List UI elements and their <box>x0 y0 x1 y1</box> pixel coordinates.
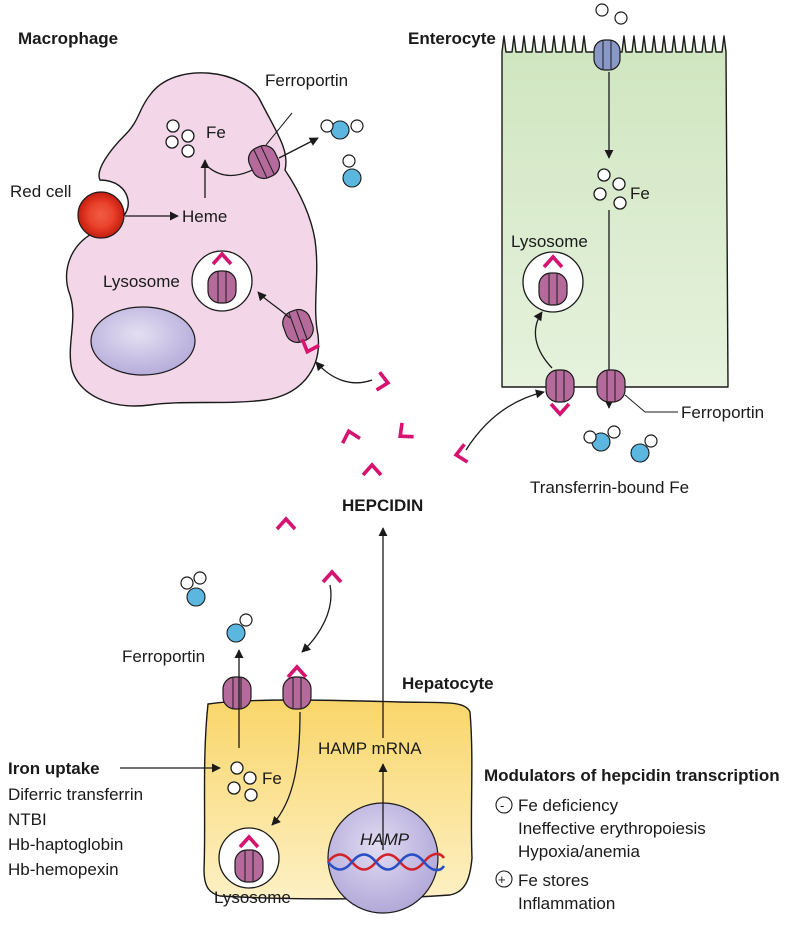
hepcidin-peptides <box>275 370 470 584</box>
transferrin-hepatocyte <box>180 571 253 643</box>
enterocyte-ferroportin-right <box>596 369 626 403</box>
hamp-gene-label: HAMP <box>360 830 410 849</box>
iron-uptake-item: Hb-hemopexin <box>8 860 119 879</box>
positive-modulator: Inflammation <box>518 894 615 913</box>
enterocyte-label: Enterocyte <box>408 29 496 48</box>
transferrin-bound-fe-label: Transferrin-bound Fe <box>530 478 689 497</box>
negative-modulator: Hypoxia/anemia <box>518 842 640 861</box>
dmt1-transporter <box>593 39 621 71</box>
enterocyte-ferroportin-label: Ferroportin <box>681 403 764 422</box>
hamp-gene-dna <box>326 852 446 872</box>
iron-uptake-item: Diferric transferrin <box>8 785 143 804</box>
positive-symbol: + <box>498 872 506 887</box>
heme-label: Heme <box>182 207 227 226</box>
enterocyte-fe-label: Fe <box>630 184 650 203</box>
transferrin-enterocyte <box>583 425 658 463</box>
positive-regulation-icon <box>495 870 513 888</box>
macrophage-nucleus <box>90 306 196 376</box>
enterocyte-lysosome-label: Lysosome <box>511 232 588 251</box>
enterocyte-cell <box>465 3 729 463</box>
iron-uptake-item: Hb-haptoglobin <box>8 835 123 854</box>
hepatocyte-label: Hepatocyte <box>402 674 494 693</box>
negative-modulator: Ineffective erythropoiesis <box>518 819 706 838</box>
enterocyte-ferroportin-left <box>545 369 575 403</box>
hepcidin-label: HEPCIDIN <box>342 496 423 515</box>
macrophage-label: Macrophage <box>18 29 118 48</box>
hepatocyte-ferroportin-left <box>222 676 252 710</box>
macrophage-ferroportin-label: Ferroportin <box>265 71 348 90</box>
macrophage-lysosome-label: Lysosome <box>103 272 180 291</box>
negative-symbol: - <box>500 798 504 813</box>
iron-uptake-item: NTBI <box>8 810 47 829</box>
positive-modulator: Fe stores <box>518 871 589 890</box>
hepatocyte-lysosome-label: Lysosome <box>214 888 291 907</box>
iron-uptake-title: Iron uptake <box>8 759 100 778</box>
macrophage-fe-label: Fe <box>206 123 226 142</box>
hepatocyte-ferroportin-label: Ferroportin <box>122 647 205 666</box>
hepatocyte-ferroportin-right <box>282 676 312 710</box>
negative-regulation-icon <box>495 796 513 814</box>
hepatocyte-fe-label: Fe <box>262 769 282 788</box>
hamp-mrna-label: HAMP mRNA <box>318 739 422 758</box>
negative-modulator: Fe deficiency <box>518 796 619 815</box>
macrophage-cell <box>65 72 373 407</box>
transferrin-macrophage <box>320 119 364 188</box>
modulators-title: Modulators of hepcidin transcription <box>484 766 780 785</box>
hepatocyte-cell <box>120 527 473 914</box>
red-cell-label: Red cell <box>10 182 71 201</box>
